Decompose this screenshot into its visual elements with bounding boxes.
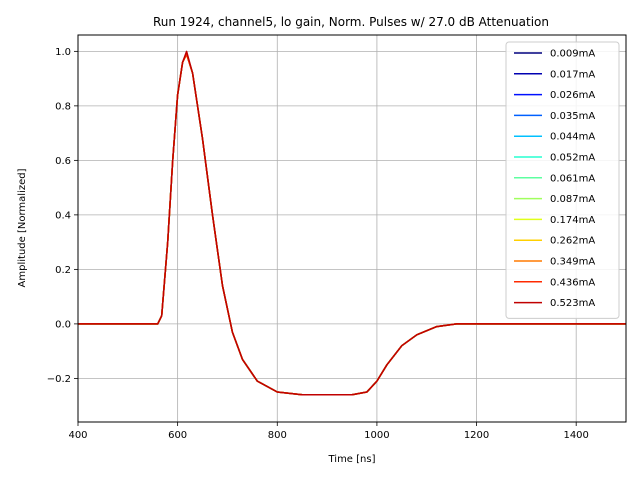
legend-label: 0.026mA: [550, 90, 595, 101]
series-line: [78, 50, 626, 396]
chart-title: Run 1924, channel5, lo gain, Norm. Pulse…: [153, 15, 549, 29]
legend-label: 0.009mA: [550, 49, 595, 60]
y-tick-label: 1.0: [55, 47, 71, 58]
y-axis-title: Amplitude [Normalized]: [17, 168, 28, 287]
x-tick-label: 1400: [563, 430, 588, 441]
legend-label: 0.174mA: [550, 215, 595, 226]
legend: 0.009mA 0.017mA 0.026mA 0.035mA 0.044mA 0.052…: [505, 41, 620, 319]
x-tick-label: 800: [268, 430, 287, 441]
series-lines: [78, 50, 626, 396]
axis-ticks: 400 600 800 1000 1200 1400 −0.2 0.0 0.2 0.4 0.6 0.8…: [47, 47, 589, 441]
legend-label: 0.087mA: [550, 194, 595, 205]
legend-label: 0.052mA: [550, 153, 595, 164]
legend-label: 0.044mA: [550, 132, 595, 143]
y-tick-label: −0.2: [47, 374, 71, 385]
x-tick-label: 1000: [364, 430, 389, 441]
x-tick-label: 1200: [464, 430, 489, 441]
y-tick-label: 0.2: [55, 265, 71, 276]
legend-label: 0.017mA: [550, 69, 595, 80]
y-tick-label: 0.6: [55, 156, 71, 167]
x-tick-label: 600: [168, 430, 187, 441]
legend-label: 0.061mA: [550, 173, 595, 184]
x-tick-label: 400: [68, 430, 87, 441]
legend-label: 0.035mA: [550, 111, 595, 122]
legend-label: 0.262mA: [550, 236, 595, 247]
y-tick-label: 0.4: [55, 210, 71, 221]
legend-label: 0.436mA: [550, 277, 595, 288]
legend-label: 0.349mA: [550, 257, 595, 268]
legend-box: [505, 41, 620, 319]
y-tick-label: 0.0: [55, 319, 71, 330]
plot-frame: [77, 34, 627, 423]
x-axis-title: Time [ns]: [327, 454, 375, 465]
y-tick-label: 0.8: [55, 101, 71, 112]
legend-label: 0.523mA: [550, 298, 595, 309]
